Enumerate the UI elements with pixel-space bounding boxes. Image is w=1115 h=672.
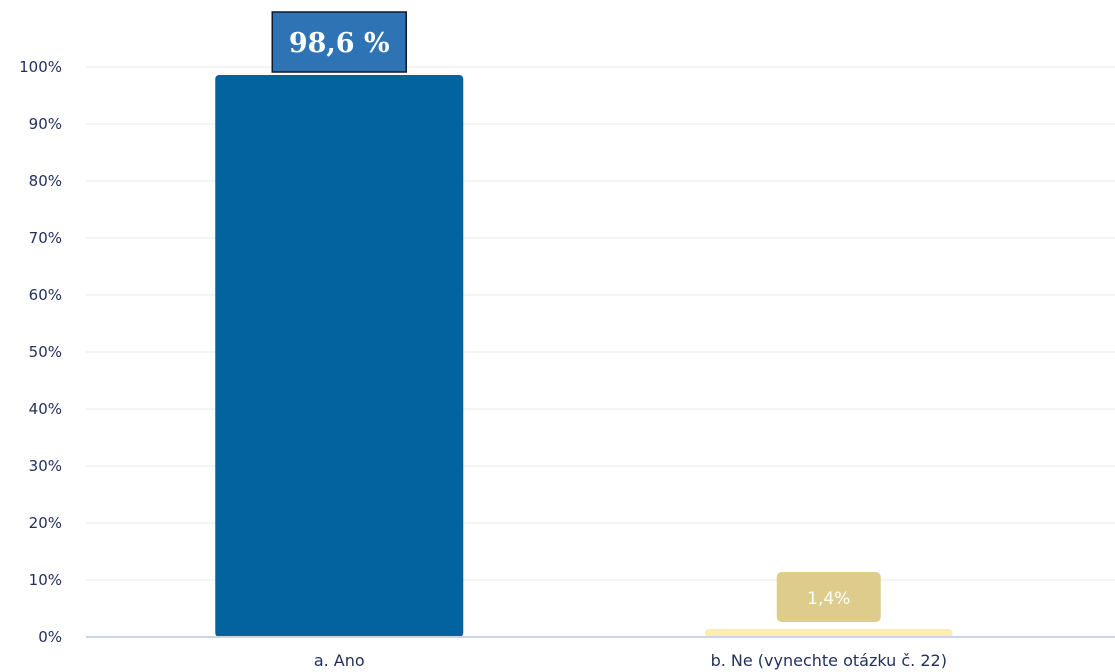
data-label: 1,4% (807, 589, 850, 609)
y-tick-label: 80% (29, 172, 62, 190)
data-label-box (271, 11, 407, 73)
x-axis-category-labels: a. Ano b. Ne (vynechte otázku č. 22) (314, 651, 947, 670)
data-label-box (776, 572, 881, 622)
y-tick-label: 30% (29, 457, 62, 475)
y-tick-label: 100% (19, 58, 62, 76)
bar-ne (704, 629, 953, 637)
data-labels: 98,6 % 1,4% (271, 11, 881, 622)
y-tick-label: 50% (29, 343, 62, 361)
y-tick-label: 70% (29, 229, 62, 247)
x-category-label: a. Ano (314, 651, 365, 670)
data-label: 98,6 % (289, 28, 390, 59)
y-axis-tick-labels: 0% 10% 20% 30% 40% 50% 60% 70% 80% 90% 100% (19, 58, 62, 646)
x-category-label: b. Ne (vynechte otázku č. 22) (711, 651, 947, 670)
y-tick-label: 60% (29, 286, 62, 304)
y-tick-label: 20% (29, 514, 62, 532)
bars (215, 74, 953, 638)
bar-ano (215, 74, 464, 638)
y-tick-label: 40% (29, 400, 62, 418)
y-tick-label: 0% (38, 628, 62, 646)
y-tick-label: 90% (29, 115, 62, 133)
y-tick-label: 10% (29, 571, 62, 589)
